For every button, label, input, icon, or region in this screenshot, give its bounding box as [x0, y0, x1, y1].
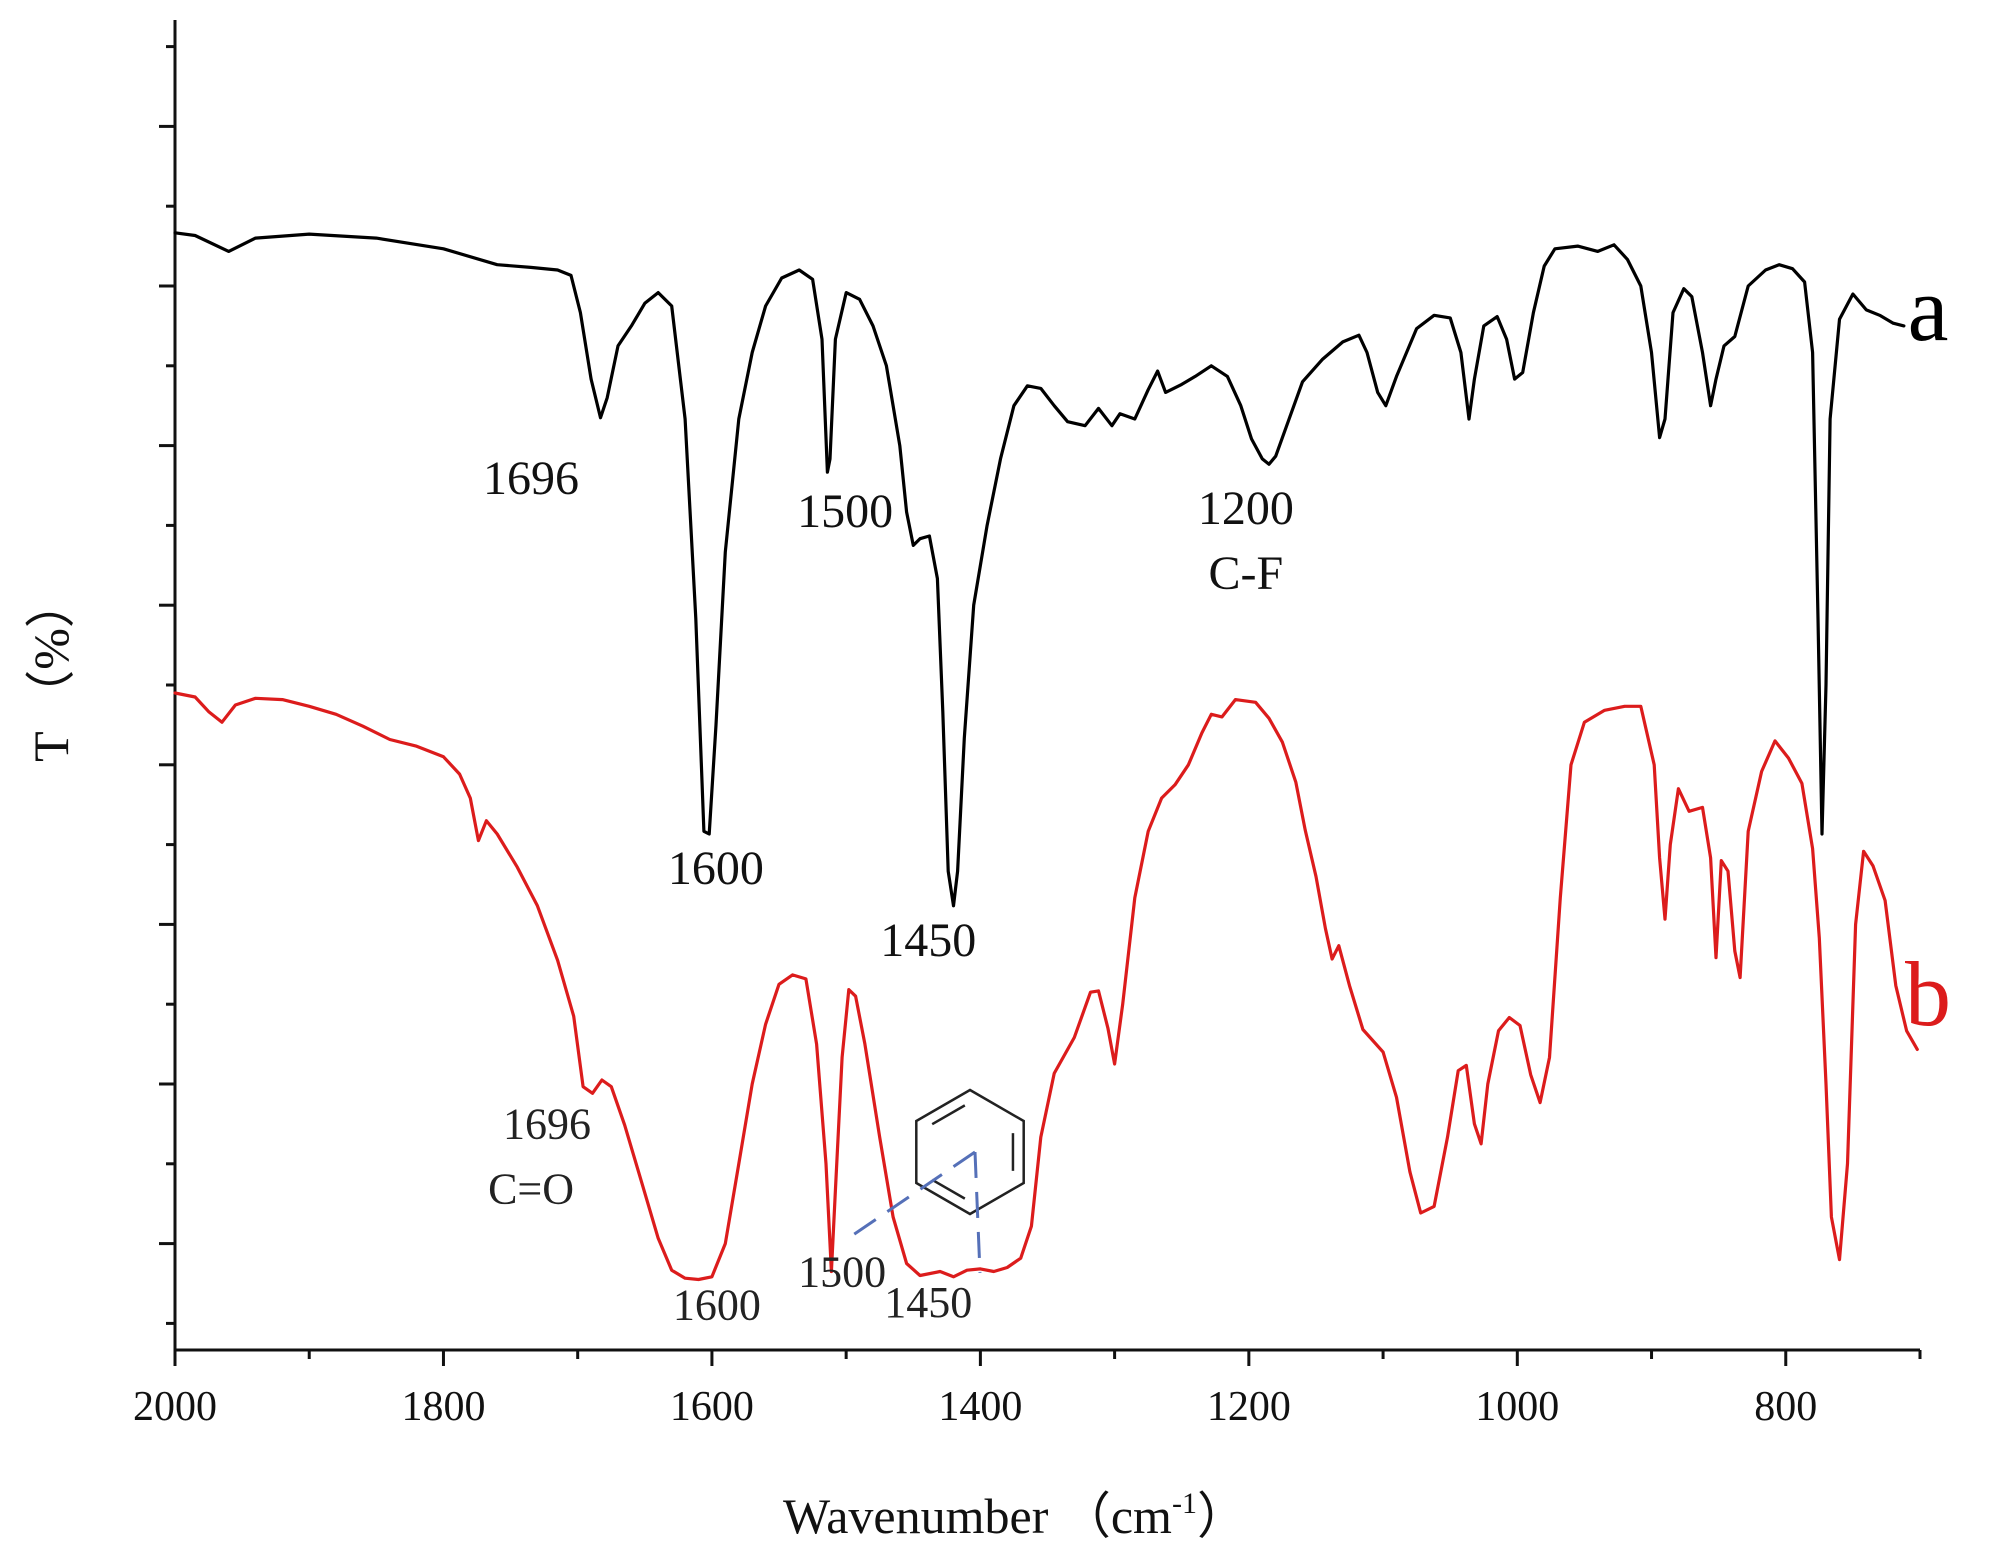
benzene-ring-icon: [845, 1088, 1025, 1273]
peak-annotation-a: 1200: [1198, 482, 1294, 535]
peak-annotation-a: 1600: [668, 842, 764, 895]
y-axis-title: T （%）: [23, 578, 79, 762]
annotations: 16961600150014501200C-F1696C=O1600150014…: [483, 452, 1294, 1330]
peak-annotation-a: 1500: [797, 485, 893, 538]
series-layer: [173, 231, 1919, 1282]
series-a-line: [173, 231, 1906, 908]
peak-annotation-b: 1500: [798, 1248, 886, 1297]
x-tick-label: 2000: [133, 1384, 217, 1430]
series-a-label: a: [1908, 258, 1949, 360]
benzene-link-1500: [845, 1150, 976, 1241]
x-tick-label: 1600: [670, 1384, 754, 1430]
peak-annotation-a: 1450: [880, 914, 976, 967]
x-tick-label: 1200: [1207, 1384, 1291, 1430]
peak-annotation-b: 1450: [884, 1278, 972, 1327]
tick-labels: 2000 1800 1600 1400 1200 1000 800: [133, 1384, 1817, 1430]
x-axis-title-superscript: -1: [1172, 1487, 1197, 1520]
x-tick-label: 1000: [1475, 1384, 1559, 1430]
x-tick-label: 1400: [938, 1384, 1022, 1430]
peak-annotation-b: 1696: [503, 1099, 591, 1148]
series-b-line: [173, 691, 1919, 1282]
peak-annotation-b: C=O: [488, 1164, 574, 1213]
x-axis-title-close: ）: [1197, 1488, 1247, 1544]
x-tick-label: 1800: [401, 1384, 485, 1430]
peak-annotation-a: 1696: [483, 452, 579, 505]
x-tick-label: 800: [1754, 1384, 1817, 1430]
benzene-link-1450: [973, 1151, 982, 1273]
x-axis-title-main: Wavenumber （cm: [783, 1488, 1172, 1544]
peak-annotation-a: C-F: [1208, 547, 1283, 600]
peak-annotation-b: 1600: [673, 1281, 761, 1330]
x-axis-title: Wavenumber （cm-1）: [783, 1487, 1247, 1544]
benzene-ring-outline: [915, 1088, 1025, 1216]
benzene-double-bond: [931, 1104, 966, 1126]
series-b-label: b: [1905, 943, 1951, 1045]
ticks: [159, 45, 1922, 1366]
benzene-double-bond: [931, 1178, 966, 1200]
axes: [173, 20, 1920, 1352]
